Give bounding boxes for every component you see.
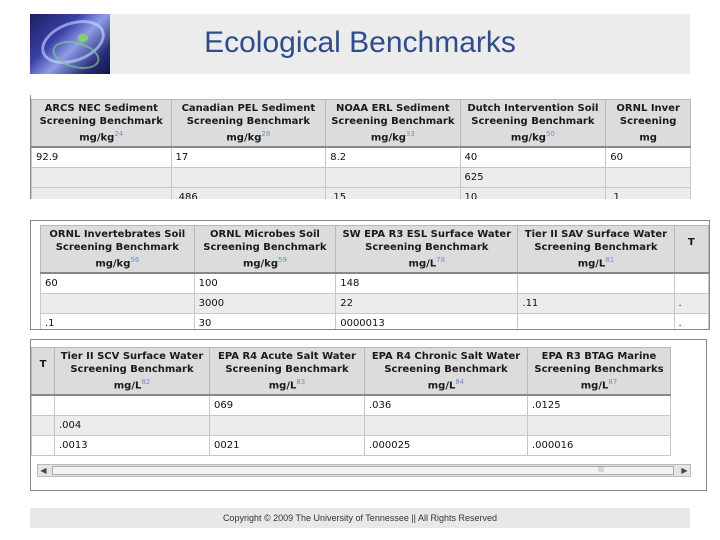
column-header: Tier II SAV Surface Water Screening Bench…: [517, 225, 675, 275]
table-cell: 17: [170, 146, 327, 169]
table-cell: 100: [193, 272, 337, 295]
table-cell: .: [673, 313, 709, 329]
column-header: EPA R4 Acute Salt Water Screening Benchma…: [209, 347, 365, 397]
table-cell: .000016: [527, 435, 671, 457]
table-cell: 22: [335, 293, 519, 315]
table-cell: [170, 167, 327, 189]
column-header: Canadian PEL Sediment Screening Benchmark…: [170, 99, 327, 149]
benchmark-table-2: ORNL Invertebrates Soil Screening Benchma…: [40, 225, 709, 329]
page-title: Ecological Benchmarks: [204, 26, 516, 59]
table-cell: [54, 394, 210, 417]
table-cell: 8.2: [325, 146, 461, 169]
table-cell: [527, 415, 671, 437]
table-cell: [31, 187, 172, 199]
table-cell: .036: [364, 394, 528, 417]
table-cell: [325, 167, 461, 189]
table-row: 069 .036 .0125: [31, 394, 671, 417]
table-cell: .11: [517, 293, 675, 315]
logo-land: [78, 34, 88, 42]
benchmark-panel-3: T Tier II SCV Surface Water Screening Ben…: [30, 339, 707, 491]
table-cell: .15: [325, 187, 461, 199]
table-cell: .1: [605, 187, 691, 199]
table-row: .486 .15 10 .1: [31, 187, 691, 199]
table-row: 625: [31, 167, 691, 189]
table-cell: .004: [54, 415, 210, 437]
column-header: NOAA ERL Sediment Screening Benchmark mg/k…: [325, 99, 461, 149]
column-header: Tier II SCV Surface Water Screening Bench…: [54, 347, 210, 397]
table-cell: 30: [193, 313, 337, 329]
table-cell: [31, 394, 55, 417]
table-cell: .000025: [364, 435, 528, 457]
table-cell: [364, 415, 528, 437]
table-cell: 60: [605, 146, 691, 169]
table-row: 60 100 148: [40, 272, 709, 295]
table-row: .0013 0021 .000025 .000016: [31, 435, 671, 457]
benchmark-table-1: ARCS NEC Sediment Screening Benchmark mg/k…: [31, 99, 691, 199]
table-cell: 0000013: [335, 313, 519, 329]
table-cell: 625: [459, 167, 607, 189]
table-cell: 92.9: [31, 146, 172, 169]
table-cell: [517, 272, 675, 295]
benchmark-panel-2: ORNL Invertebrates Soil Screening Benchma…: [30, 220, 710, 330]
column-header: T: [673, 225, 709, 275]
table-cell: .: [673, 293, 709, 315]
table-cell: 40: [459, 146, 607, 169]
table-cell: 148: [335, 272, 519, 295]
table-cell: [673, 272, 709, 295]
table-cell: 60: [40, 272, 195, 295]
table-row: 3000 22 .11 .: [40, 293, 709, 315]
table-cell: .486: [170, 187, 327, 199]
column-header: SW EPA R3 ESL Surface Water Screening Ben…: [335, 225, 519, 275]
logo-image: [30, 14, 110, 74]
table-cell: [517, 313, 675, 329]
table-cell: 0021: [209, 435, 365, 457]
table-cell: [31, 167, 172, 189]
table-cell: 3000: [193, 293, 337, 315]
table-cell: .0125: [527, 394, 671, 417]
table-cell: .1: [40, 313, 195, 329]
table-cell: 10: [459, 187, 607, 199]
arrow-right-icon[interactable]: ▶: [681, 466, 688, 475]
table-row: .1 30 0000013 .: [40, 313, 709, 329]
column-header: EPA R4 Chronic Salt Water Screening Bench…: [364, 347, 528, 397]
footer: Copyright © 2009 The University of Tenne…: [30, 508, 690, 528]
horizontal-scrollbar[interactable]: ◀ ||| ▶: [37, 464, 691, 477]
table-cell: [31, 435, 55, 457]
column-header: ARCS NEC Sediment Screening Benchmark mg/k…: [31, 99, 172, 149]
grip-icon: |||: [598, 466, 605, 473]
column-header: ORNL Inver Screening mg: [605, 99, 691, 149]
column-header: Dutch Intervention Soil Screening Benchma…: [459, 99, 607, 149]
benchmark-table-3: T Tier II SCV Surface Water Screening Ben…: [31, 347, 671, 457]
table-cell: [40, 293, 195, 315]
table-cell: [605, 167, 691, 189]
header-bar: [30, 14, 690, 74]
column-header: EPA R3 BTAG Marine Screening Benchmarks mg…: [527, 347, 671, 397]
scrollbar-thumb[interactable]: [52, 466, 674, 475]
benchmark-panel-1: ARCS NEC Sediment Screening Benchmark mg/k…: [30, 95, 691, 199]
column-header: T: [31, 347, 55, 397]
table-cell: 069: [209, 394, 365, 417]
table-cell: [209, 415, 365, 437]
arrow-left-icon[interactable]: ◀: [40, 466, 47, 475]
table-row: 92.9 17 8.2 40 60: [31, 146, 691, 169]
table-cell: .0013: [54, 435, 210, 457]
column-header: ORNL Microbes Soil Screening Benchmark mg/…: [193, 225, 337, 275]
table-row: .004: [31, 415, 671, 437]
column-header: ORNL Invertebrates Soil Screening Benchma…: [40, 225, 195, 275]
table-cell: [31, 415, 55, 437]
